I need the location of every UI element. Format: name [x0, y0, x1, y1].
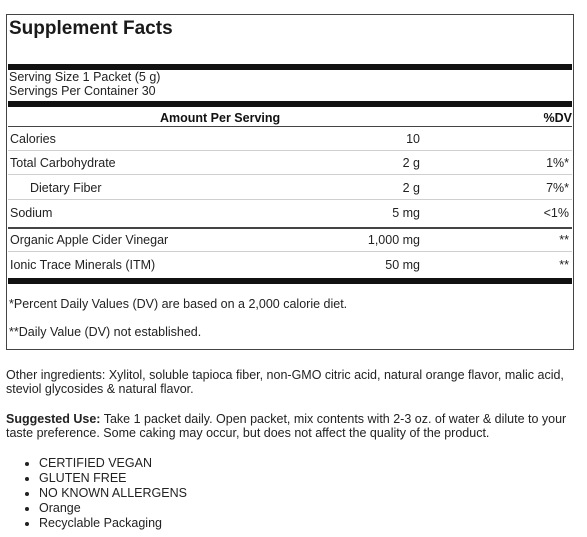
nutrient-row-calories: Calories 10: [8, 127, 572, 151]
nutrient-amount: 1,000 mg: [367, 233, 420, 247]
nutrient-name: Dietary Fiber: [30, 181, 102, 195]
servings-per-container: Servings Per Container 30: [9, 84, 156, 98]
nutrient-amount: 10: [406, 132, 420, 146]
header-dv: %DV: [543, 111, 572, 125]
header-amount-per-serving: Amount Per Serving: [160, 111, 281, 125]
nutrient-name: Sodium: [10, 206, 53, 220]
facts-title: Supplement Facts: [9, 18, 173, 39]
list-item: NO KNOWN ALLERGENS: [39, 486, 187, 501]
list-item: Orange: [39, 501, 187, 516]
suggested-use-label: Suggested Use:: [6, 412, 101, 426]
nutrient-name: Organic Apple Cider Vinegar: [10, 233, 169, 247]
list-item: GLUTEN FREE: [39, 471, 187, 486]
serving-size: Serving Size 1 Packet (5 g): [9, 70, 161, 84]
nutrient-dv: 1%*: [546, 156, 569, 170]
nutrient-name: Total Carbohydrate: [10, 156, 116, 170]
nutrient-row-dietary-fiber: Dietary Fiber 2 g 7%*: [8, 176, 572, 200]
suggested-use-text: Take 1 packet daily. Open packet, mix co…: [6, 412, 567, 440]
nutrient-amount: 50 mg: [385, 258, 420, 272]
bottom-divider: [8, 278, 572, 284]
serving-divider: [8, 101, 572, 107]
nutrient-dv: **: [559, 233, 569, 247]
nutrient-row-ionic-trace-minerals: Ionic Trace Minerals (ITM) 50 mg **: [8, 253, 572, 277]
nutrient-row-sodium: Sodium 5 mg <1%: [8, 201, 572, 225]
nutrient-dv: <1%: [543, 206, 569, 220]
nutrient-amount: 2 g: [402, 156, 420, 170]
nutrient-name: Ionic Trace Minerals (ITM): [10, 258, 156, 272]
nutrient-dv: **: [559, 258, 569, 272]
nutrient-name: Calories: [10, 132, 56, 146]
header-divider: [8, 126, 572, 127]
supplement-facts-panel: [6, 14, 574, 350]
serving-info: Serving Size 1 Packet (5 g) Servings Per…: [9, 70, 160, 98]
nutrient-amount: 5 mg: [392, 206, 420, 220]
nutrient-amount: 2 g: [402, 181, 420, 195]
list-item: CERTIFIED VEGAN: [39, 456, 187, 471]
footnote-dv-not-established: **Daily Value (DV) not established.: [9, 325, 202, 339]
nutrient-dv: 7%*: [546, 181, 569, 195]
section-divider: [8, 227, 572, 229]
feature-list: CERTIFIED VEGAN GLUTEN FREE NO KNOWN ALL…: [6, 456, 187, 531]
nutrient-row-apple-cider-vinegar: Organic Apple Cider Vinegar 1,000 mg **: [8, 228, 572, 252]
title-divider: [8, 64, 572, 70]
nutrient-row-total-carbohydrate: Total Carbohydrate 2 g 1%*: [8, 151, 572, 175]
footnote-percent-dv: *Percent Daily Values (DV) are based on …: [9, 297, 348, 311]
other-ingredients: Other ingredients: Xylitol, soluble tapi…: [6, 368, 564, 396]
list-item: Recyclable Packaging: [39, 516, 187, 531]
suggested-use: Suggested Use: Take 1 packet daily. Open…: [6, 412, 578, 440]
